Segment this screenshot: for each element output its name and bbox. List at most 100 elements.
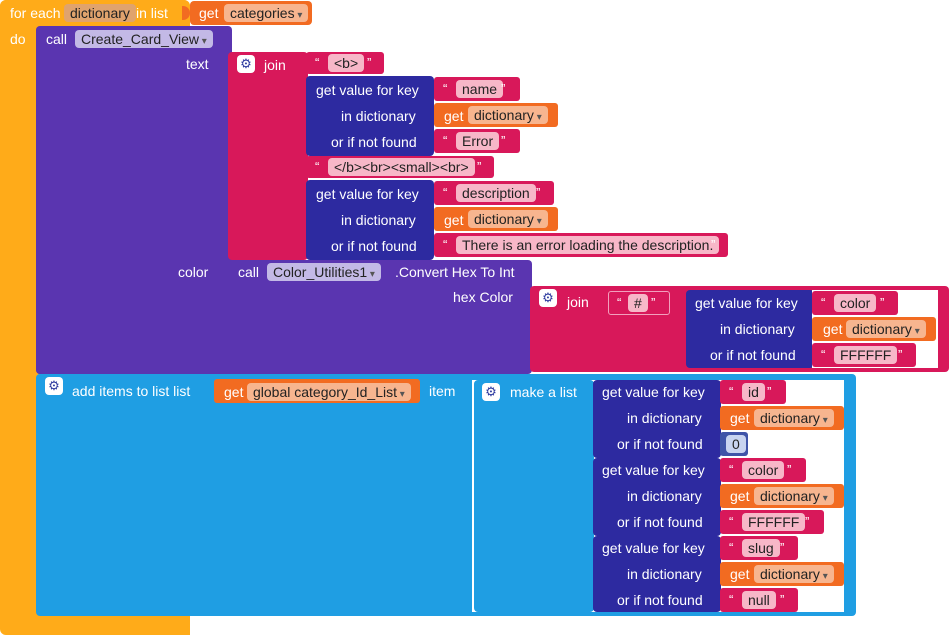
call-label: call: [46, 31, 68, 47]
key-name-value[interactable]: name: [456, 80, 504, 98]
get-value-key-label: get value for key: [316, 82, 419, 98]
open-quote: “: [821, 347, 826, 362]
not-found-label: or if not found: [710, 347, 796, 363]
get-value-key-label: get value for key: [602, 540, 705, 556]
hex-color-arg-label: hex Color: [453, 289, 513, 305]
not-found-label: or if not found: [617, 514, 703, 530]
close-quote: ”: [651, 295, 656, 310]
procedure-name-dropdown[interactable]: Create_Card_View: [75, 30, 213, 48]
open-quote: “: [315, 159, 320, 174]
item-arg-label: item: [429, 383, 456, 399]
key-color-value[interactable]: color: [834, 294, 877, 312]
not-found-label: or if not found: [331, 134, 417, 150]
dict-lookup-color-block[interactable]: [686, 290, 814, 368]
not-found-label: or if not found: [617, 436, 703, 452]
not-found-value[interactable]: Error: [456, 132, 500, 150]
get-label: get: [224, 384, 244, 400]
open-quote: “: [443, 185, 448, 200]
get-label: get: [730, 410, 750, 426]
in-list-socket: [182, 6, 190, 20]
not-found-value[interactable]: There is an error loading the descriptio…: [456, 236, 720, 254]
get-label: get: [444, 212, 464, 228]
in-dictionary-label: in dictionary: [341, 108, 416, 124]
add-items-label: add items to list list: [72, 383, 191, 399]
open-quote: “: [729, 540, 734, 555]
dictionary-var-dropdown[interactable]: dictionary: [754, 409, 834, 427]
make-a-list-label: make a list: [510, 384, 577, 400]
close-quote: ”: [787, 462, 792, 477]
close-quote: ”: [805, 514, 810, 529]
key-id-value[interactable]: id: [742, 383, 765, 401]
mutator-gear-icon[interactable]: ⚙: [482, 383, 500, 401]
close-quote: ”: [780, 592, 785, 607]
string-hash-value[interactable]: #: [628, 294, 648, 312]
do-label: do: [10, 31, 26, 47]
component-dropdown[interactable]: Color_Utilities1: [267, 263, 381, 281]
method-label: .Convert Hex To Int: [395, 264, 515, 280]
dictionary-var-dropdown[interactable]: dictionary: [468, 210, 548, 228]
in-dictionary-label: in dictionary: [627, 410, 702, 426]
close-quote: ”: [880, 295, 885, 310]
not-found-value[interactable]: null: [742, 591, 776, 609]
dict-lookup-name-block[interactable]: [306, 76, 434, 156]
mutator-gear-icon[interactable]: ⚙: [237, 55, 255, 73]
open-quote: “: [729, 592, 734, 607]
close-quote: ”: [767, 384, 772, 399]
join-label: join: [567, 294, 589, 310]
string-mid-value[interactable]: </b><br><small><br>: [328, 158, 475, 176]
for-each-label: for each: [10, 5, 61, 21]
not-found-label: or if not found: [617, 592, 703, 608]
get-label: get: [823, 321, 843, 337]
dict-lookup-color-block[interactable]: [593, 458, 721, 536]
get-label: get: [730, 566, 750, 582]
dict-lookup-slug-block[interactable]: [593, 536, 721, 612]
key-slug-value[interactable]: slug: [742, 539, 780, 557]
open-quote: “: [443, 133, 448, 148]
dictionary-var-dropdown[interactable]: dictionary: [846, 320, 926, 338]
categories-dropdown[interactable]: categories: [224, 4, 309, 22]
global-list-dropdown[interactable]: global category_Id_List: [247, 383, 411, 401]
open-quote: “: [443, 237, 448, 252]
not-found-value[interactable]: FFFFFF: [742, 513, 806, 531]
key-color-value[interactable]: color: [742, 461, 785, 479]
close-quote: ”: [780, 540, 785, 555]
open-quote: “: [821, 295, 826, 310]
get-label: get: [730, 488, 750, 504]
text-arg-label: text: [186, 56, 209, 72]
open-quote: “: [729, 462, 734, 477]
open-quote: “: [315, 55, 320, 70]
dictionary-var-dropdown[interactable]: dictionary: [754, 565, 834, 583]
not-found-value[interactable]: FFFFFF: [834, 346, 898, 364]
close-quote: ”: [477, 159, 482, 174]
dict-lookup-id-block[interactable]: [593, 380, 721, 458]
color-arg-label: color: [178, 264, 209, 280]
in-dictionary-label: in dictionary: [720, 321, 795, 337]
get-label: get: [199, 5, 219, 21]
close-quote: ”: [711, 237, 716, 252]
loop-variable-field[interactable]: dictionary: [64, 4, 136, 22]
open-quote: “: [729, 514, 734, 529]
in-dictionary-label: in dictionary: [341, 212, 416, 228]
make-a-list-block[interactable]: [474, 380, 594, 612]
mutator-gear-icon[interactable]: ⚙: [45, 377, 63, 395]
get-label: get: [444, 108, 464, 124]
dict-lookup-description-block[interactable]: [306, 180, 434, 260]
not-found-label: or if not found: [331, 238, 417, 254]
close-quote: ”: [898, 347, 903, 362]
open-quote: “: [443, 81, 448, 96]
mutator-gear-icon[interactable]: ⚙: [539, 289, 557, 307]
join-label: join: [264, 57, 286, 73]
key-description-value[interactable]: description: [456, 184, 536, 202]
string-b-open-value[interactable]: <b>: [328, 54, 365, 72]
in-dictionary-label: in dictionary: [627, 566, 702, 582]
number-0-value[interactable]: 0: [726, 435, 746, 453]
get-value-key-label: get value for key: [602, 384, 705, 400]
open-quote: “: [617, 295, 622, 310]
dictionary-var-dropdown[interactable]: dictionary: [754, 487, 834, 505]
open-quote: “: [729, 384, 734, 399]
in-list-label: in list: [136, 5, 168, 21]
dictionary-var-dropdown[interactable]: dictionary: [468, 106, 548, 124]
get-value-key-label: get value for key: [602, 462, 705, 478]
text-join-block[interactable]: [228, 52, 308, 260]
close-quote: ”: [501, 133, 506, 148]
